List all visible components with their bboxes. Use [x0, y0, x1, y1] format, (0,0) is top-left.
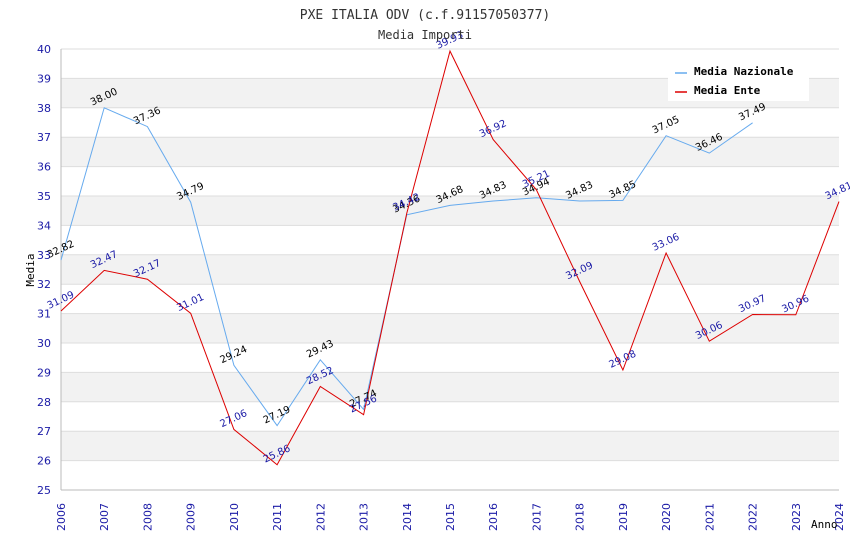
legend-label-ente: Media Ente [694, 84, 761, 97]
x-tick-label: 2024 [833, 503, 846, 531]
x-tick-label: 2022 [747, 503, 760, 531]
data-label-nazionale: 37.05 [651, 114, 682, 136]
y-tick-label: 25 [37, 484, 51, 497]
x-tick-label: 2023 [790, 503, 803, 531]
x-tick-label: 2018 [574, 503, 587, 531]
data-label-ente: 30.96 [780, 293, 811, 315]
data-label-nazionale: 27.19 [262, 404, 293, 426]
y-tick-label: 32 [37, 278, 51, 291]
series [60, 49, 840, 466]
y-tick-label: 36 [37, 161, 51, 174]
x-tick-label: 2007 [98, 503, 111, 531]
x-tick-label: 2014 [401, 503, 414, 531]
y-tick-label: 34 [37, 219, 51, 232]
data-label-ente: 29.08 [608, 349, 639, 371]
grid [60, 48, 839, 491]
grid-band [61, 137, 839, 167]
data-label-ente: 31.01 [175, 292, 206, 314]
legend: Media Nazionale Media Ente [668, 60, 809, 101]
data-label-nazionale: 37.36 [132, 105, 163, 127]
x-tick-label: 2013 [358, 503, 371, 531]
series-line-ente [60, 49, 840, 466]
chart-title: PXE ITALIA ODV (c.f.91157050377) [300, 8, 550, 23]
x-tick-label: 2015 [444, 503, 457, 531]
data-label-nazionale: 29.24 [219, 344, 250, 366]
data-label-ente: 33.06 [651, 232, 682, 254]
y-tick-label: 38 [37, 102, 51, 115]
y-tick-label: 29 [37, 366, 51, 379]
grid-band [61, 372, 839, 402]
y-axis-ticks: 25 26 27 28 29 30 31 32 33 34 35 36 37 38 39 40 [37, 43, 51, 497]
x-tick-label: 2012 [314, 503, 327, 531]
legend-label-nazionale: Media Nazionale [694, 65, 794, 78]
data-label-ente: 30.97 [737, 293, 768, 315]
y-tick-label: 39 [37, 72, 51, 85]
x-tick-label: 2021 [703, 503, 716, 531]
x-tick-label: 2008 [141, 503, 154, 531]
grid-band [61, 196, 839, 226]
x-tick-label: 2011 [271, 503, 284, 531]
y-tick-label: 27 [37, 425, 51, 438]
y-tick-label: 40 [37, 43, 51, 56]
y-tick-label: 33 [37, 249, 51, 262]
chart-subtitle: Media Importi [378, 28, 472, 42]
x-axis-ticks: 2006 2007 2008 2009 2010 2011 2012 2013 2014 2015… [55, 503, 846, 531]
x-tick-label: 2016 [487, 503, 500, 531]
x-axis-label: Anno [811, 518, 838, 531]
x-tick-label: 2006 [55, 503, 68, 531]
x-tick-label: 2017 [530, 503, 543, 531]
legend-box [668, 60, 809, 101]
y-axis-label: Media [24, 253, 37, 286]
data-label-ente: 27.06 [219, 408, 250, 430]
y-tick-label: 30 [37, 337, 51, 350]
y-tick-label: 28 [37, 396, 51, 409]
x-tick-label: 2010 [228, 503, 241, 531]
y-tick-label: 26 [37, 455, 51, 468]
x-tick-label: 2020 [660, 503, 673, 531]
grid-band [61, 313, 839, 343]
x-tick-label: 2009 [185, 503, 198, 531]
grid-band [61, 431, 839, 461]
x-tick-label: 2019 [617, 503, 630, 531]
y-tick-label: 37 [37, 131, 51, 144]
y-tick-label: 35 [37, 190, 51, 203]
grid-band [61, 254, 839, 285]
y-tick-label: 31 [37, 308, 51, 321]
